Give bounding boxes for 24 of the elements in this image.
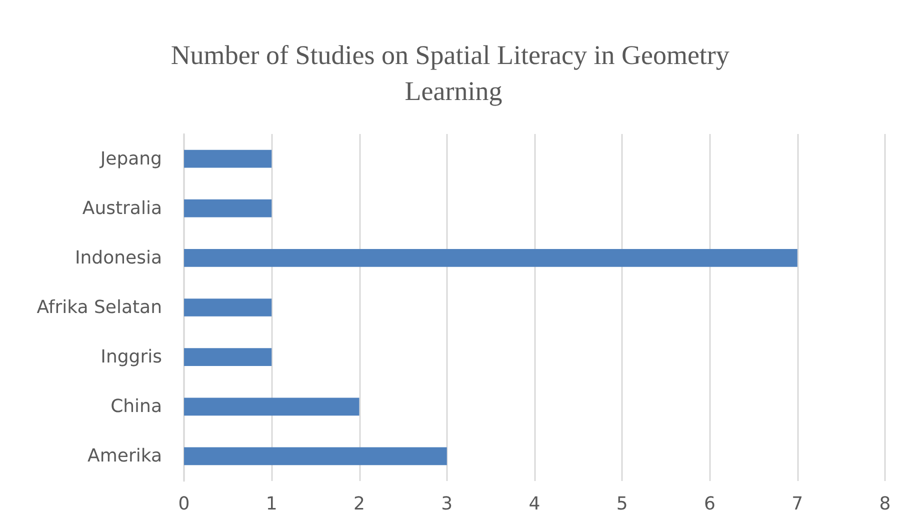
y-tick-label: Australia (82, 198, 162, 219)
chart-title: Number of Studies on Spatial Literacy in Geometry Learning (170, 40, 736, 106)
bar (184, 298, 272, 316)
bar (184, 150, 272, 168)
x-tick-label: 2 (354, 494, 365, 514)
bar (184, 398, 360, 416)
x-tick-label: 3 (441, 494, 453, 514)
y-tick-label: China (110, 396, 162, 418)
x-tick-label: 5 (616, 494, 628, 514)
y-tick-label: Inggris (100, 346, 162, 368)
bar (184, 447, 447, 466)
bar (184, 348, 272, 366)
y-tick-label: Afrika Selatan (36, 297, 162, 318)
x-tick-label: 7 (792, 494, 804, 514)
y-tick-label: Amerika (88, 446, 162, 467)
x-tick-label: 6 (704, 494, 716, 514)
bar (184, 199, 272, 218)
x-tick-label: 1 (266, 494, 278, 514)
x-tick-label: 4 (528, 494, 540, 514)
y-tick-label: Jepang (99, 148, 162, 170)
x-tick-label: 0 (178, 494, 190, 514)
x-tick-label: 8 (879, 494, 891, 514)
y-tick-label: Indonesia (74, 247, 162, 268)
bar (184, 249, 798, 267)
